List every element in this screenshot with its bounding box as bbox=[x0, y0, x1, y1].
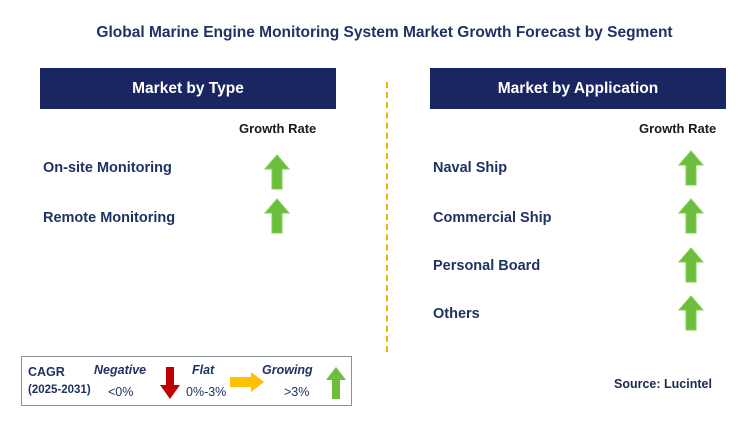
legend-negative-range: <0% bbox=[108, 385, 134, 399]
application-row-commercial-ship: Commercial Ship bbox=[433, 210, 552, 226]
legend-negative-label: Negative bbox=[94, 363, 147, 377]
application-row-others: Others bbox=[433, 306, 480, 322]
up-arrow-icon bbox=[264, 198, 290, 234]
application-growth-rate-label: Growth Rate bbox=[639, 121, 717, 136]
legend-cagr-label: CAGR bbox=[28, 365, 65, 379]
application-row-naval-ship: Naval Ship bbox=[433, 160, 508, 176]
up-arrow-icon bbox=[264, 154, 290, 190]
legend-flat-range: 0%-3% bbox=[186, 385, 227, 399]
legend-growing-label: Growing bbox=[262, 363, 313, 377]
page-title: Global Marine Engine Monitoring System M… bbox=[96, 24, 673, 41]
up-arrow-icon bbox=[678, 295, 704, 331]
panel-divider bbox=[386, 82, 388, 352]
right-arrow-icon bbox=[230, 372, 264, 392]
up-arrow-icon bbox=[678, 247, 704, 283]
application-panel-header: Market by Application bbox=[430, 68, 726, 109]
legend-growing-range: >3% bbox=[284, 385, 310, 399]
type-row-onsite-monitoring: On-site Monitoring bbox=[43, 160, 172, 176]
legend-flat-label: Flat bbox=[192, 363, 215, 377]
legend-period: (2025-2031) bbox=[28, 384, 91, 396]
application-row-personal-board: Personal Board bbox=[433, 258, 541, 274]
source-label: Source: Lucintel bbox=[614, 377, 712, 391]
type-growth-rate-label: Growth Rate bbox=[239, 121, 317, 136]
up-arrow-icon bbox=[326, 367, 346, 399]
down-arrow-icon bbox=[160, 367, 180, 399]
type-row-remote-monitoring: Remote Monitoring bbox=[43, 210, 176, 226]
type-panel-header: Market by Type bbox=[40, 68, 336, 109]
cagr-legend: CAGR (2025-2031) Negative <0% Flat 0%-3%… bbox=[21, 356, 352, 406]
up-arrow-icon bbox=[678, 150, 704, 186]
up-arrow-icon bbox=[678, 198, 704, 234]
